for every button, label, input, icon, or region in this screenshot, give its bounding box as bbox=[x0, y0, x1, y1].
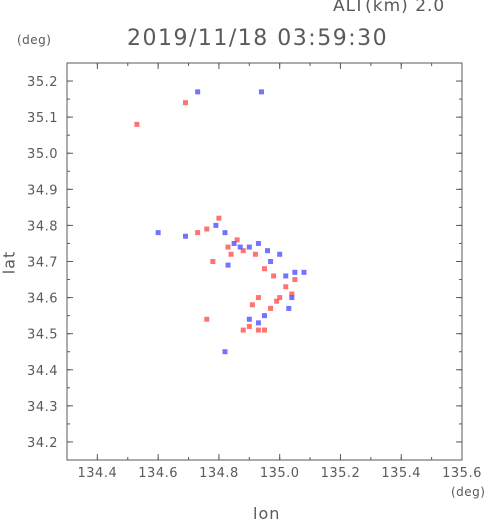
y-tick-label: 34.2 bbox=[27, 436, 58, 451]
red-echo-point bbox=[210, 259, 216, 264]
y-tick-label: 35.2 bbox=[27, 75, 58, 90]
red-echo-point bbox=[134, 121, 140, 127]
blue-echo-point bbox=[155, 230, 161, 236]
blue-echo-point bbox=[213, 222, 219, 228]
blue-echo-point bbox=[222, 349, 228, 355]
red-echo-point bbox=[204, 316, 210, 322]
blue-echo-point bbox=[292, 269, 298, 275]
blue-echo-point bbox=[283, 273, 289, 279]
red-echo-point bbox=[289, 291, 295, 297]
y-tick-label: 35.1 bbox=[27, 111, 58, 126]
x-tick-label: 135.4 bbox=[381, 466, 421, 481]
y-axis-unit: (deg) bbox=[17, 33, 52, 47]
x-tick-label: 134.6 bbox=[138, 466, 178, 481]
x-tick-label: 134.8 bbox=[199, 466, 239, 481]
blue-echo-point bbox=[277, 251, 283, 257]
red-echo-point bbox=[225, 244, 231, 250]
plot-frame bbox=[66, 62, 463, 461]
echo-points bbox=[134, 89, 307, 355]
red-echo-point bbox=[255, 327, 261, 333]
red-echo-point bbox=[271, 273, 277, 279]
blue-echo-point bbox=[231, 240, 237, 246]
x-axis-unit: (deg) bbox=[451, 485, 486, 499]
x-axis-label: lon bbox=[253, 504, 281, 523]
blue-echo-point bbox=[183, 233, 188, 239]
blue-echo-point bbox=[255, 240, 261, 246]
red-echo-point bbox=[246, 323, 252, 329]
x-tick-label: 135.2 bbox=[321, 466, 361, 481]
y-tick-label: 35.0 bbox=[27, 147, 58, 162]
y-tick-label: 34.5 bbox=[27, 328, 58, 343]
y-tick-label: 34.4 bbox=[27, 364, 58, 379]
blue-echo-point bbox=[195, 89, 201, 95]
red-echo-point bbox=[195, 230, 201, 236]
red-echo-point bbox=[292, 277, 298, 283]
red-echo-point bbox=[216, 215, 222, 221]
red-echo-point bbox=[228, 251, 234, 257]
red-echo-point bbox=[234, 237, 240, 243]
red-echo-point bbox=[255, 295, 261, 301]
red-echo-point bbox=[252, 251, 258, 257]
blue-echo-point bbox=[301, 269, 307, 275]
blue-echo-point bbox=[268, 259, 274, 264]
y-tick-label: 34.3 bbox=[27, 400, 58, 415]
red-echo-point bbox=[283, 284, 289, 290]
blue-echo-point bbox=[289, 295, 295, 301]
y-tick-label: 34.6 bbox=[27, 292, 58, 307]
blue-echo-point bbox=[246, 244, 252, 250]
red-echo-point bbox=[240, 248, 246, 254]
x-tick-label: 135.6 bbox=[442, 466, 482, 481]
red-echo-point bbox=[240, 327, 246, 333]
red-echo-point bbox=[204, 226, 210, 232]
x-tick-label: 134.4 bbox=[78, 466, 118, 481]
blue-echo-point bbox=[258, 89, 264, 95]
blue-echo-point bbox=[286, 305, 292, 311]
x-tick-label: 135.0 bbox=[260, 466, 300, 481]
red-echo-point bbox=[249, 302, 255, 308]
red-echo-point bbox=[277, 295, 283, 301]
axis-ticks: 134.4 134.6 134.8 135.0 135.2 135.4 135.6 34.2 3… bbox=[27, 62, 482, 481]
blue-echo-point bbox=[222, 230, 228, 236]
red-echo-point bbox=[262, 266, 267, 272]
y-tick-label: 34.8 bbox=[27, 219, 58, 234]
red-echo-point bbox=[268, 305, 274, 311]
blue-echo-point bbox=[237, 244, 243, 250]
blue-echo-point bbox=[262, 313, 267, 319]
red-echo-point bbox=[274, 298, 280, 304]
blue-echo-point bbox=[225, 262, 231, 268]
red-echo-point bbox=[262, 327, 267, 333]
y-tick-label: 34.7 bbox=[27, 256, 58, 271]
blue-echo-point bbox=[255, 320, 261, 326]
blue-echo-point bbox=[265, 248, 271, 254]
timestamp-title: 2019/11/18 03:59:30 bbox=[127, 26, 389, 51]
altitude-label: ALT(km) 2.0 bbox=[333, 0, 446, 16]
blue-echo-point bbox=[246, 316, 252, 322]
red-echo-point bbox=[183, 100, 188, 106]
y-tick-label: 34.9 bbox=[27, 183, 58, 198]
